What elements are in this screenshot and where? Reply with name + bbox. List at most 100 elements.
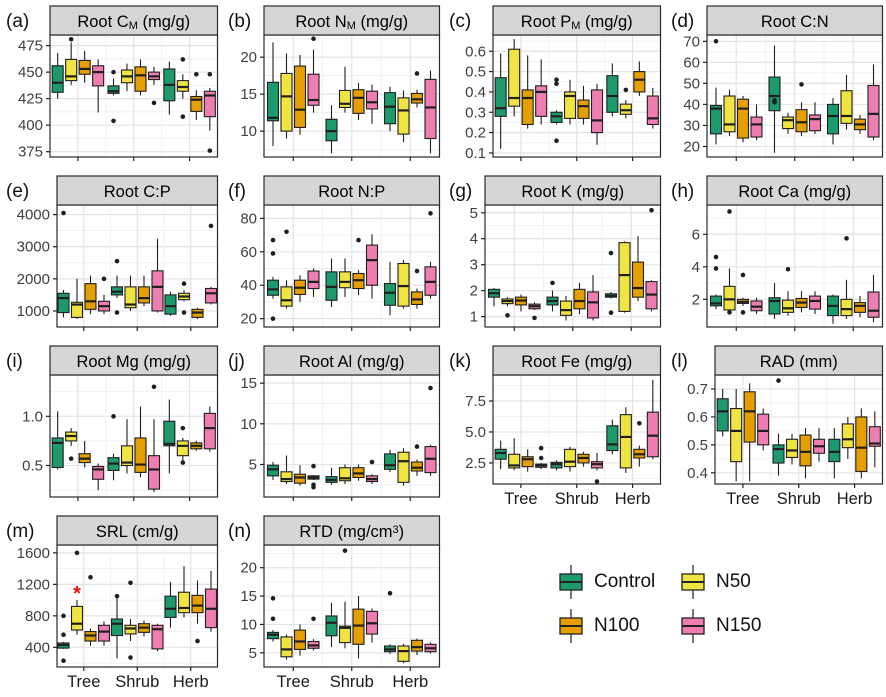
y-tick-label: 20 xyxy=(240,49,257,66)
box-shrub-n100 xyxy=(351,596,365,659)
box-herb-n100 xyxy=(190,440,203,451)
box-tree-n50 xyxy=(508,39,521,117)
box-shrub-control xyxy=(767,45,781,153)
box-shrub-n150 xyxy=(365,459,378,484)
box-tree-n50 xyxy=(279,634,293,660)
y-tick-label: 70 xyxy=(683,33,700,50)
panel-letter-label: (n) xyxy=(228,521,251,542)
panel-title: Root Mg (mg/g) xyxy=(76,353,191,371)
legend-label: N50 xyxy=(716,571,751,592)
box-herb-control xyxy=(383,590,396,654)
box-herb-control xyxy=(163,399,176,474)
box-herb-n50 xyxy=(396,643,410,664)
box-shrub-n50 xyxy=(559,295,573,321)
panel-f-chart: Root N:P (f) 20 40 60 80 xyxy=(228,175,440,331)
box-tree-control xyxy=(266,42,279,146)
box-herb-n100 xyxy=(853,296,866,318)
x-tick-label: Shrub xyxy=(776,490,820,508)
box-shrub-n100 xyxy=(137,620,151,637)
box-tree-n100 xyxy=(736,272,749,315)
box-tree-n100 xyxy=(84,275,97,315)
y-tick-label: 800 xyxy=(25,608,50,625)
y-tick-label: 425 xyxy=(18,91,43,108)
box-herb-n100 xyxy=(631,236,645,302)
y-tick-label: 10 xyxy=(240,123,257,140)
y-tick-label: 20 xyxy=(683,138,700,155)
y-tick-label: 60 xyxy=(240,244,257,261)
box-herb-n50 xyxy=(176,425,189,465)
x-tick-label: Shrub xyxy=(555,490,599,508)
panel-letter-label: (f) xyxy=(228,181,246,202)
panel-title: Root K (mg/g) xyxy=(521,183,624,201)
box-herb-n100 xyxy=(410,638,423,656)
box-herb-n50 xyxy=(177,281,191,315)
panel-title: SRL (cm/g) xyxy=(96,523,179,541)
box-herb-control xyxy=(826,98,839,145)
box-shrub-n150 xyxy=(590,83,604,145)
box-shrub-n150 xyxy=(151,623,164,652)
box-tree-control xyxy=(709,39,722,145)
y-tick-label: 0.2 xyxy=(465,125,486,142)
box-tree-n150 xyxy=(749,297,763,314)
box-herb-control xyxy=(826,294,839,324)
box-shrub-n50 xyxy=(124,580,137,660)
panel-title: RTD (mg/cm3) xyxy=(299,523,404,541)
box-shrub-n50 xyxy=(563,79,577,125)
panel-title: Root Fe (mg/g) xyxy=(521,353,632,371)
box-herb-control xyxy=(164,581,177,628)
box-tree-n50 xyxy=(279,229,293,309)
box-tree-n50 xyxy=(65,36,78,85)
legend-label: N100 xyxy=(594,615,640,636)
box-herb-control xyxy=(606,419,619,455)
box-shrub-control xyxy=(110,593,124,659)
box-tree-n150 xyxy=(535,59,548,125)
y-tick-label: 375 xyxy=(18,144,43,161)
box-herb-n50 xyxy=(177,566,191,618)
box-shrub-n150 xyxy=(808,102,821,134)
y-tick-label: 2 xyxy=(470,283,478,300)
panel-title: Root C:N xyxy=(760,13,828,31)
box-shrub-control xyxy=(550,77,563,144)
legend: Control N50 N100 N150 xyxy=(556,560,800,648)
y-tick-label: 80 xyxy=(240,210,257,227)
box-herb-n50 xyxy=(619,87,632,119)
panel-letter-label: (e) xyxy=(6,181,29,202)
y-tick-label: 40 xyxy=(683,96,700,113)
panel-title: Root PM (mg/g) xyxy=(521,13,633,32)
panel-h-chart: Root Ca (mg/g) (h) 2 4 6 xyxy=(671,175,883,331)
y-tick-label: 5 xyxy=(470,205,478,222)
legend-boxplot-key-icon xyxy=(681,609,705,643)
box-herb-n100 xyxy=(191,580,204,644)
legend-boxplot-key-icon xyxy=(559,565,583,599)
box-herb-n150 xyxy=(646,87,659,129)
box-tree-n150 xyxy=(535,445,548,470)
box-herb-n50 xyxy=(839,236,853,319)
box-shrub-n50 xyxy=(781,266,794,316)
box-shrub-control xyxy=(107,414,120,481)
y-tick-label: 4 xyxy=(470,231,478,248)
box-tree-n150 xyxy=(97,621,111,646)
box-herb-n100 xyxy=(410,71,423,108)
legend-item-n50: N50 xyxy=(678,562,800,602)
y-tick-label: 7.5 xyxy=(465,393,486,410)
y-tick-label: 0.6 xyxy=(687,409,708,426)
box-shrub-n50 xyxy=(338,66,351,113)
box-tree-n100 xyxy=(521,55,534,129)
y-tick-label: 60 xyxy=(683,54,700,71)
box-herb-control xyxy=(164,291,177,316)
y-tick-label: 475 xyxy=(18,38,43,55)
panel-letter-label: (a) xyxy=(6,11,29,32)
box-shrub-n100 xyxy=(351,83,365,121)
box-shrub-n100 xyxy=(577,451,590,467)
panel-title: RAD (mm) xyxy=(759,353,837,371)
box-tree-n100 xyxy=(521,449,534,472)
box-tree-control xyxy=(266,596,279,642)
y-tick-label: 1200 xyxy=(17,576,50,593)
x-tick-label: Shrub xyxy=(329,673,373,691)
y-tick-label: 5.0 xyxy=(465,424,486,441)
box-herb-n100 xyxy=(191,307,204,319)
significance-asterisk: * xyxy=(73,583,81,605)
x-tick-label: Tree xyxy=(726,490,759,508)
box-herb-n50 xyxy=(841,416,854,459)
